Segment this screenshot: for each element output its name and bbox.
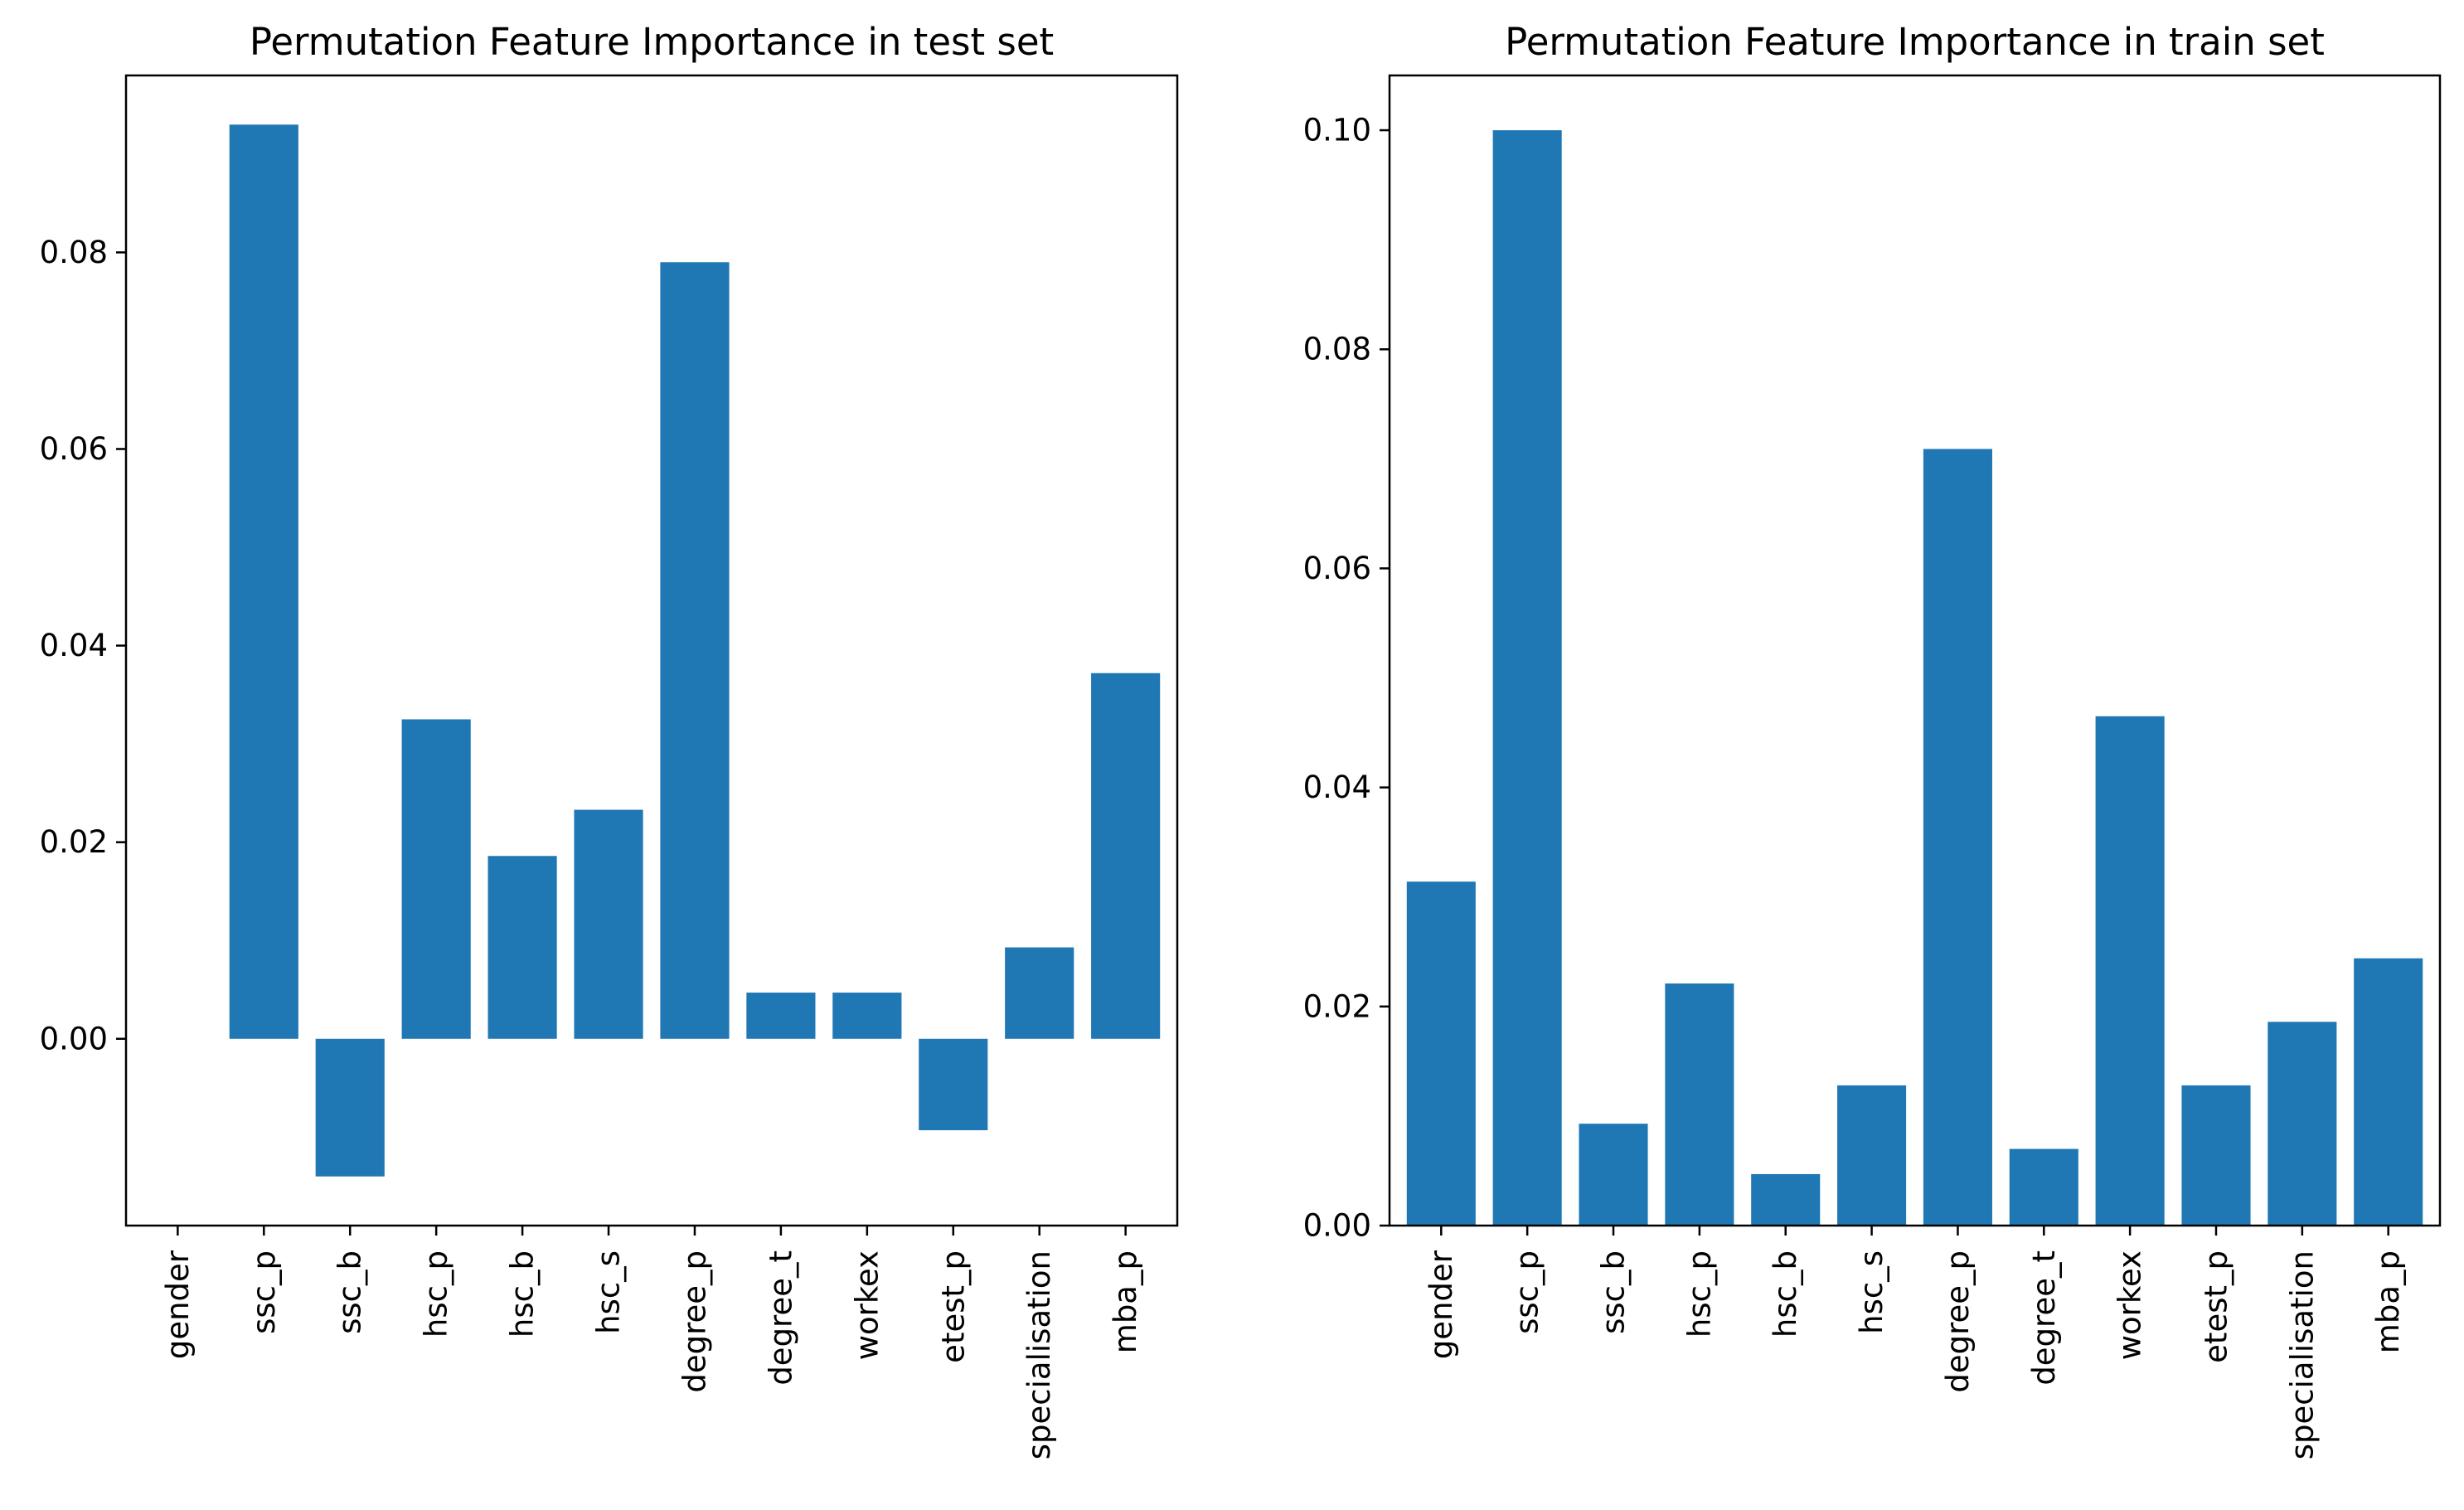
test-y-tick-label: 0.06 [40,431,108,467]
train-y-tick-label: 0.04 [1303,770,1371,805]
test-y-tick-label: 0.04 [40,628,108,663]
test-chart-title: Permutation Feature Importance in test s… [250,20,1054,64]
train-bar-degree-t [2009,1148,2078,1226]
train-bar-hsc-p [1665,983,1734,1226]
train-x-tick-label-gender: gender [1424,1250,1459,1359]
train-x-tick-label-degree-p: degree_p [1940,1250,1976,1393]
train-bar-hsc-s [1837,1085,1907,1226]
train-bars [1406,130,2423,1226]
train-axes-frame [1388,74,2442,1227]
test-x-tick-label-etest-p: etest_p [935,1250,971,1363]
test-x-tick-label-mba-p: mba_p [1108,1250,1143,1353]
test-bar-degree-t [746,993,816,1039]
train-bar-etest-p [2181,1085,2251,1226]
train-x-tick-label-ssc-b: ssc_b [1596,1250,1632,1334]
train-chart-title: Permutation Feature Importance in train … [1505,20,2325,64]
test-x-tick-label-degree-t: degree_t [763,1250,798,1386]
test-x-tick-label-degree-p: degree_p [677,1250,712,1393]
test-bar-mba-p [1091,672,1161,1039]
train-x-tick-label-degree-t: degree_t [2026,1250,2062,1386]
train-bar-ssc-b [1579,1124,1648,1226]
test-bars [229,124,1161,1177]
test-y-tick-label: 0.02 [40,824,108,860]
test-bar-etest-p [919,1038,988,1131]
test-bar-hsc-b [487,856,557,1039]
test-x-tick-label-workex: workex [849,1250,885,1360]
test-x-tick-label-hsc-s: hsc_s [591,1250,627,1334]
train-y-axis: 0.00 0.02 0.04 0.06 0.08 0.10 [1303,113,1390,1244]
test-x-tick-label-ssc-p: ssc_p [246,1250,282,1334]
train-x-tick-label-hsc-b: hsc_b [1768,1250,1803,1338]
train-y-tick-label: 0.06 [1303,551,1371,586]
train-y-tick-label: 0.08 [1303,332,1371,367]
test-x-axis: gender ssc_p ssc_b hsc_p hsc_b hsc_s degree_p d… [160,1226,1143,1459]
test-x-tick-label-hsc-p: hsc_p [419,1250,454,1338]
train-x-tick-label-workex: workex [2112,1250,2148,1360]
train-y-tick-label: 0.10 [1303,113,1371,148]
test-y-tick-label: 0.00 [40,1021,108,1056]
train-x-tick-label-mba-p: mba_p [2370,1250,2406,1353]
test-bar-workex [832,993,902,1039]
test-bar-ssc-b [315,1038,385,1177]
test-x-tick-label-gender: gender [160,1250,196,1359]
test-x-tick-label-hsc-b: hsc_b [505,1250,541,1338]
train-set-chart: Permutation Feature Importance in train … [1303,20,2442,1459]
train-bar-ssc-p [1492,130,1562,1226]
test-axes-frame [124,74,1179,1227]
train-bar-gender [1406,881,1476,1226]
test-bar-specialisation [1005,947,1074,1039]
test-bar-hsc-s [574,809,643,1039]
train-x-axis: gender ssc_p ssc_b hsc_p hsc_b hsc_s degree_p d… [1424,1226,2406,1459]
train-bar-hsc-b [1751,1173,1821,1226]
train-x-tick-label-ssc-p: ssc_p [1510,1250,1545,1334]
test-set-chart: Permutation Feature Importance in test s… [40,20,1179,1459]
train-x-tick-label-hsc-s: hsc_s [1854,1250,1889,1334]
train-x-tick-label-hsc-p: hsc_p [1681,1250,1717,1338]
test-x-tick-label-specialisation: specialisation [1021,1250,1057,1459]
test-bar-ssc-p [229,124,298,1039]
train-x-tick-label-specialisation: specialisation [2284,1250,2320,1459]
train-bar-workex [2095,716,2165,1226]
train-bar-specialisation [2268,1022,2337,1226]
test-y-tick-label: 0.08 [40,235,108,270]
test-y-axis: 0.00 0.02 0.04 0.06 0.08 [40,235,126,1056]
test-bar-degree-p [660,262,730,1039]
test-x-tick-label-ssc-b: ssc_b [332,1250,368,1334]
train-y-tick-label: 0.02 [1303,988,1371,1024]
train-x-tick-label-etest-p: etest_p [2198,1250,2234,1363]
train-bar-degree-p [1923,449,1992,1226]
test-bar-hsc-p [401,719,471,1039]
train-bar-mba-p [2354,958,2423,1226]
train-y-tick-label: 0.00 [1303,1208,1371,1244]
